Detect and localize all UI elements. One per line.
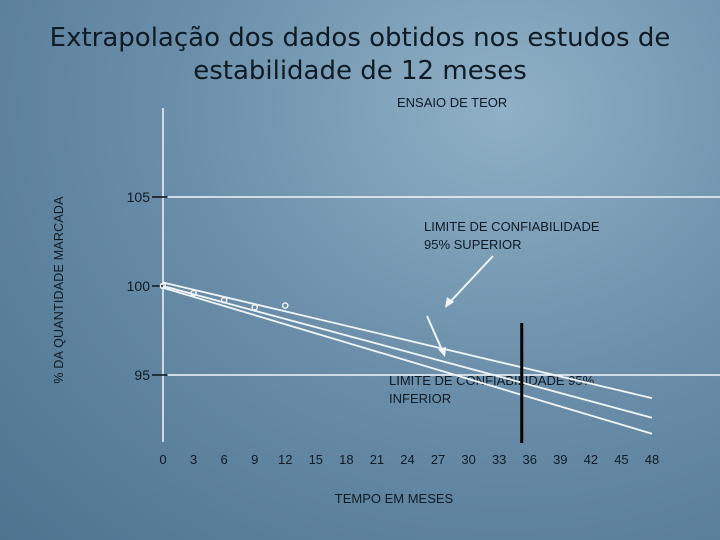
x-tick-label-15: 15 bbox=[309, 452, 323, 467]
x-tick-label-24: 24 bbox=[400, 452, 414, 467]
x-tick-label-33: 33 bbox=[492, 452, 506, 467]
y-tick-label-100: 100 bbox=[127, 278, 151, 294]
upper-annotation-pointer bbox=[449, 255, 494, 303]
data-point-2 bbox=[190, 289, 197, 297]
upper-annotation-line-2: 95% SUPERIOR bbox=[424, 237, 522, 252]
lower-confidence-annotation: LIMITE DE CONFIABILIDADE 95% INFERIOR bbox=[389, 372, 594, 408]
trend-line-2 bbox=[162, 285, 653, 419]
trend-line-1 bbox=[162, 281, 653, 400]
x-tick-label-9: 9 bbox=[251, 452, 258, 467]
data-point-5 bbox=[281, 302, 289, 309]
y-tick-label-105: 105 bbox=[127, 189, 151, 205]
lower-annotation-line-1: LIMITE DE CONFIABILIDADE 95% bbox=[389, 373, 595, 388]
x-tick-label-18: 18 bbox=[339, 452, 353, 467]
chart-subtitle: ENSAIO DE TEOR bbox=[397, 95, 508, 110]
x-tick-label-39: 39 bbox=[553, 452, 567, 467]
upper-annotation-line-1: LIMITE DE CONFIABILIDADE bbox=[424, 219, 600, 234]
lower-annotation-pointer bbox=[426, 315, 443, 351]
x-tick-label-36: 36 bbox=[523, 452, 537, 467]
x-tick-label-21: 21 bbox=[370, 452, 384, 467]
chart-title-line-2: estabilidade de 12 meses bbox=[193, 56, 527, 86]
x-tick-label-45: 45 bbox=[614, 452, 628, 467]
data-point-4 bbox=[251, 304, 258, 311]
data-point-1 bbox=[159, 282, 167, 290]
x-tick-label-12: 12 bbox=[278, 452, 292, 467]
data-point-3 bbox=[220, 296, 228, 304]
y-tick-label-95: 95 bbox=[134, 367, 150, 383]
x-tick-label-3: 3 bbox=[190, 452, 197, 467]
upper-annotation-arrowhead bbox=[445, 297, 454, 308]
trend-line-3 bbox=[162, 286, 653, 435]
upper-confidence-annotation: LIMITE DE CONFIABILIDADE 95% SUPERIOR bbox=[424, 218, 600, 254]
lower-annotation-arrowhead bbox=[438, 347, 446, 357]
x-tick-label-27: 27 bbox=[431, 452, 445, 467]
x-tick-label-42: 42 bbox=[584, 452, 598, 467]
x-tick-label-0: 0 bbox=[159, 452, 166, 467]
x-axis-label: TEMPO EM MESES bbox=[334, 491, 454, 506]
x-tick-label-30: 30 bbox=[461, 452, 475, 467]
lower-annotation-line-2: INFERIOR bbox=[389, 391, 452, 406]
chart-title-line-1: Extrapolação dos dados obtidos nos estud… bbox=[49, 23, 671, 53]
x-tick-label-48: 48 bbox=[645, 452, 659, 467]
x-tick-label-6: 6 bbox=[221, 452, 228, 467]
chart-title: Extrapolação dos dados obtidos nos estud… bbox=[0, 22, 720, 88]
